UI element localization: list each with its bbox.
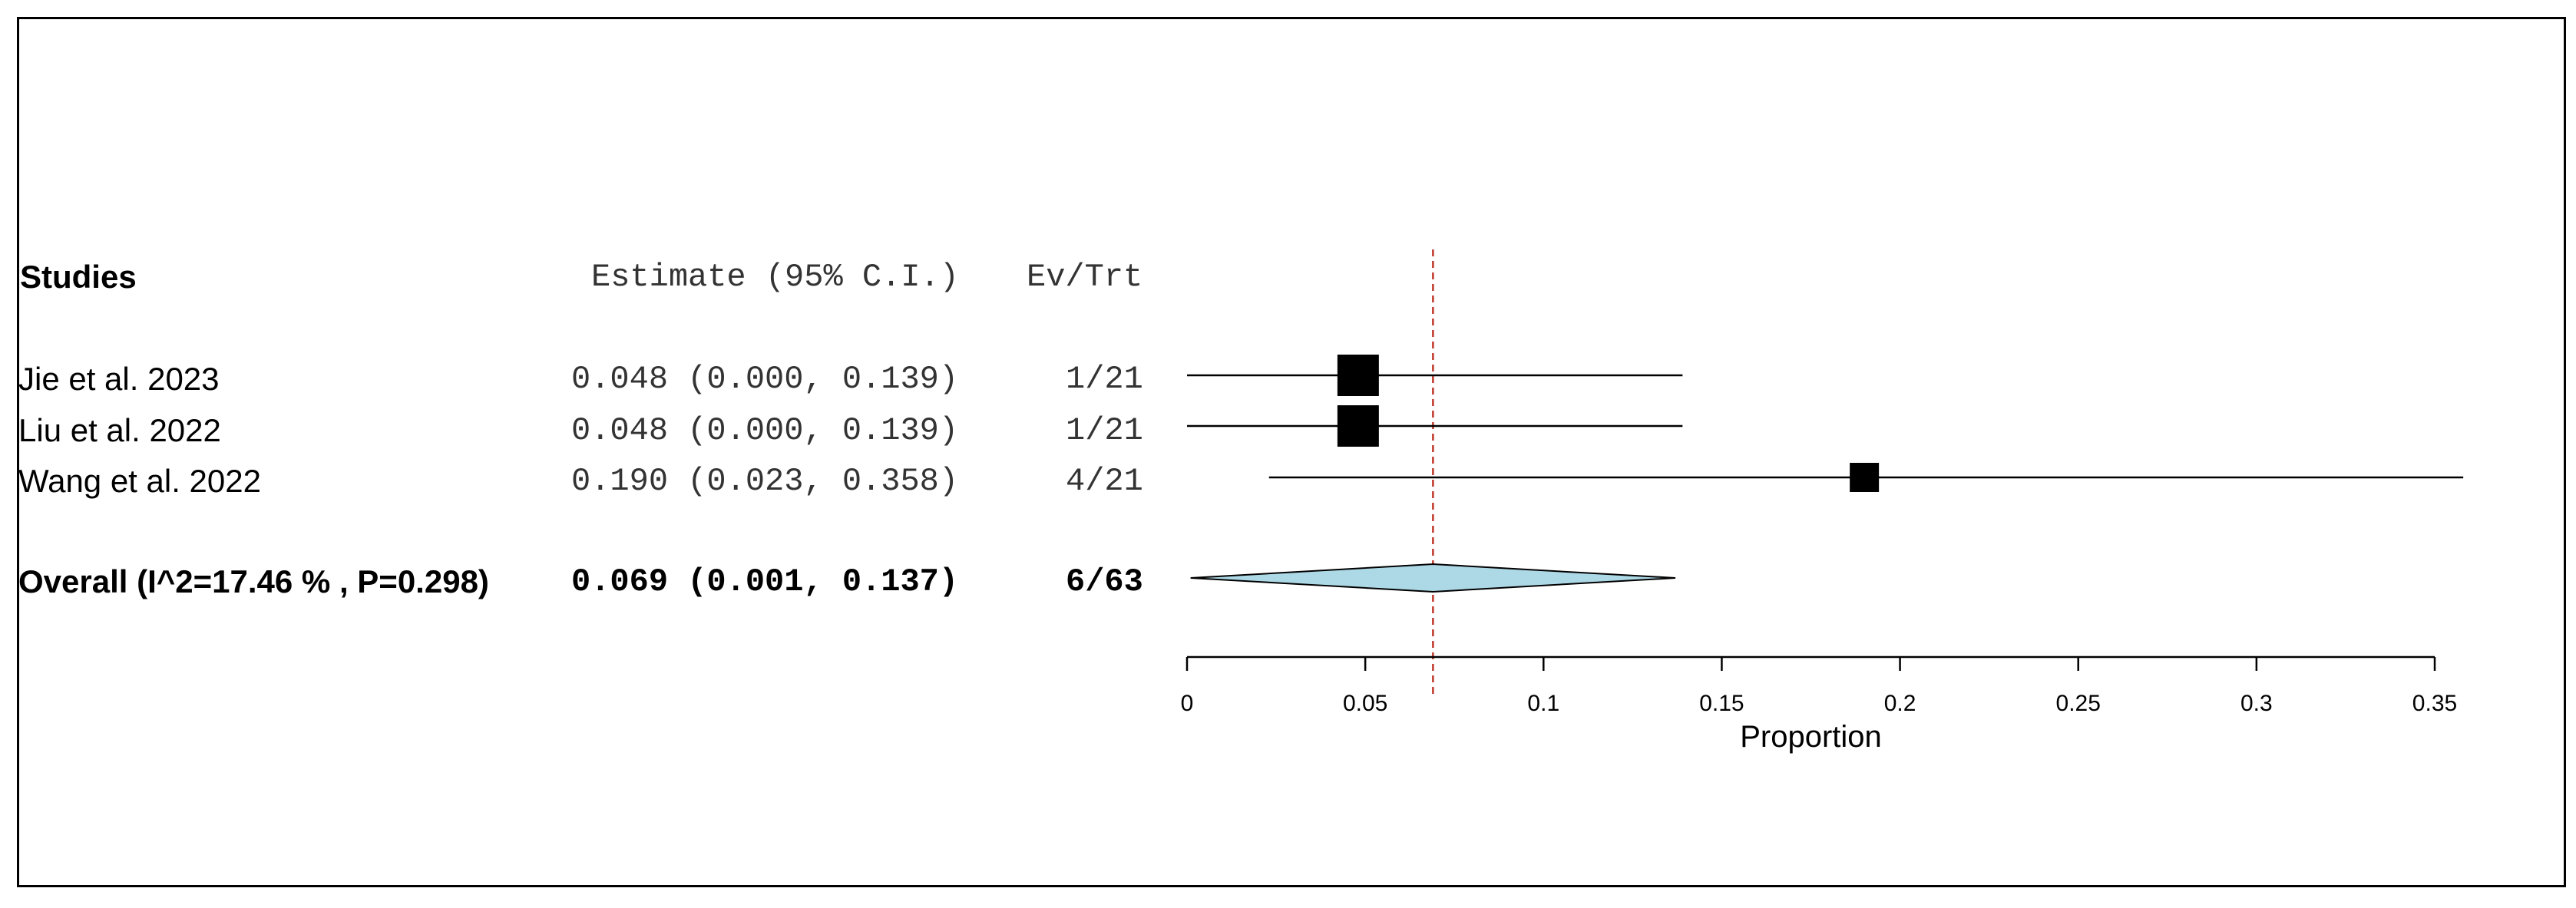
study-estimate-3: 0.190 (0.023, 0.358) <box>571 463 959 500</box>
study-estimate-1: 0.048 (0.000, 0.139) <box>571 361 959 398</box>
study-events-3: 4/21 <box>1066 463 1143 500</box>
x-tick-label-7: 0.35 <box>2412 691 2457 716</box>
estimate-marker-3 <box>1850 463 1880 492</box>
x-axis-label: Proportion <box>1740 720 1882 754</box>
overall-name: Overall (I^2=17.46 % , P=0.298) <box>18 563 489 599</box>
study-name-3: Wang et al. 2022 <box>18 463 261 499</box>
header-events: Ev/Trt <box>1027 259 1143 296</box>
overall-diamond <box>1190 563 1676 593</box>
chart-frame <box>17 17 2566 887</box>
overall-estimate: 0.069 (0.001, 0.137) <box>571 563 959 600</box>
study-name-1: Jie et al. 2023 <box>18 361 220 397</box>
study-name-2: Liu et al. 2022 <box>18 412 221 448</box>
header-studies: Studies <box>20 259 137 295</box>
study-events-1: 1/21 <box>1066 361 1143 398</box>
x-tick-label-2: 0.1 <box>1527 691 1559 716</box>
x-tick-label-3: 0.15 <box>1699 691 1744 716</box>
study-events-2: 1/21 <box>1066 412 1143 449</box>
overall-events: 6/63 <box>1066 563 1143 600</box>
x-tick-label-0: 0 <box>1181 691 1194 716</box>
estimate-marker-2 <box>1337 405 1379 447</box>
header-estimate: Estimate (95% C.I.) <box>591 259 959 296</box>
estimate-marker-1 <box>1337 355 1379 396</box>
study-estimate-2: 0.048 (0.000, 0.139) <box>571 412 959 449</box>
x-tick-label-6: 0.3 <box>2240 691 2273 716</box>
x-tick-label-5: 0.25 <box>2056 691 2101 716</box>
x-tick-label-1: 0.05 <box>1343 691 1387 716</box>
x-tick-label-4: 0.2 <box>1884 691 1916 716</box>
